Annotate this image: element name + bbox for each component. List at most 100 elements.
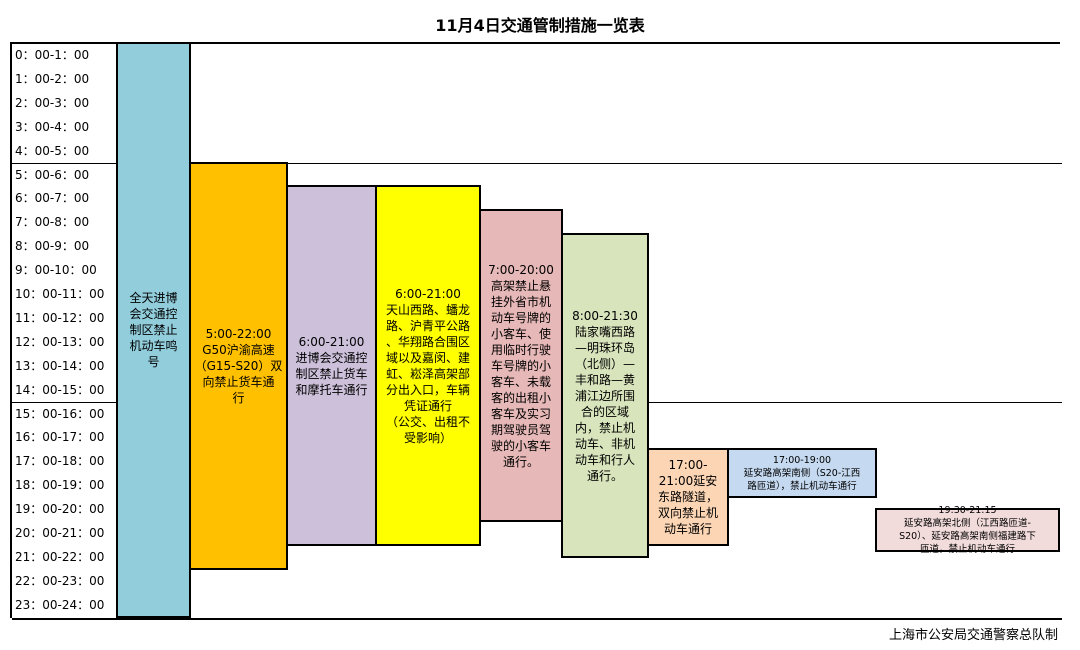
table-cell [877, 259, 1062, 285]
table-cell [877, 211, 1062, 238]
time-slot-label: 19：00-20：00 [12, 498, 120, 524]
table-cell [729, 545, 879, 572]
table-cell [288, 545, 379, 572]
table-cell [563, 593, 651, 620]
control-measure-block: 8:00-21:30 陆家嘴西路 —明珠环岛 （北侧）— 丰和路—黄 浦江边所围… [561, 233, 649, 558]
control-measure-block: 全天进博 会交通控 制区禁止 机动车鸣 号 [116, 42, 191, 618]
table-cell [729, 593, 879, 620]
table-cell [877, 378, 1062, 405]
table-cell [377, 91, 483, 118]
table-cell [649, 569, 731, 596]
table-cell [877, 67, 1062, 94]
table-cell [481, 91, 565, 118]
time-slot-label: 0：00-1：00 [12, 44, 120, 70]
time-slot-label: 8：00-9：00 [12, 235, 120, 262]
table-cell [729, 569, 879, 596]
time-slot-label: 15：00-16：00 [12, 402, 120, 429]
table-cell [649, 139, 731, 166]
table-cell [877, 330, 1062, 357]
table-cell [481, 569, 565, 596]
table-cell [877, 354, 1062, 381]
table-cell [877, 163, 1062, 190]
table-cell [377, 139, 483, 166]
table-cell [877, 44, 1062, 70]
table-cell [729, 139, 879, 166]
table-cell [729, 354, 879, 381]
table-cell [288, 67, 379, 94]
table-cell [288, 91, 379, 118]
time-slot-label: 9：00-10：00 [12, 259, 120, 285]
table-cell [649, 330, 731, 357]
table-cell [481, 545, 565, 572]
table-cell [877, 115, 1062, 142]
table-cell [288, 115, 379, 142]
table-cell [563, 44, 651, 70]
table-cell [877, 306, 1062, 333]
table-cell [877, 283, 1062, 309]
table-cell [481, 522, 565, 548]
table-cell [649, 211, 731, 238]
control-measure-block: 5:00-22:00 G50沪渝高速 （G15-S20）双 向禁止货车通 行 [189, 161, 288, 570]
control-measure-block: 6:00-21:00 天山西路、蟠龙 路、沪青平公路 、华翔路合围区 域以及嘉闵… [375, 185, 481, 546]
table-cell [649, 402, 731, 429]
table-cell [649, 44, 731, 70]
time-slot-label: 10：00-11：00 [12, 283, 120, 309]
table-cell [877, 91, 1062, 118]
table-cell [377, 44, 483, 70]
time-slot-label: 13：00-14：00 [12, 354, 120, 381]
table-cell [649, 306, 731, 333]
table-cell [649, 354, 731, 381]
time-slot-label: 7：00-8：00 [12, 211, 120, 238]
table-cell [563, 569, 651, 596]
table-cell [481, 67, 565, 94]
page-title: 11月4日交通管制措施一览表 [435, 16, 645, 35]
table-cell [729, 67, 879, 94]
time-slot-label: 12：00-13：00 [12, 330, 120, 357]
table-cell [649, 163, 731, 190]
table-cell [191, 91, 290, 118]
table-cell [649, 67, 731, 94]
time-slot-label: 21：00-22：00 [12, 545, 120, 572]
control-measure-block: 19:30-21:15 延安路高架北侧（江西路匝道- S20）、延安路高架南侧福… [875, 505, 1060, 555]
table-cell [481, 163, 565, 190]
table-cell [877, 139, 1062, 166]
table-cell [729, 187, 879, 214]
table-cell [481, 593, 565, 620]
table-cell [191, 569, 290, 596]
table-cell [191, 115, 290, 142]
time-slot-label: 16：00-17：00 [12, 426, 120, 453]
table-cell [649, 235, 731, 262]
time-slot-label: 22：00-23：00 [12, 569, 120, 596]
table-cell [877, 426, 1062, 453]
table-cell [729, 498, 879, 524]
time-slot-label: 17：00-18：00 [12, 450, 120, 477]
table-cell [649, 545, 731, 572]
table-cell [377, 593, 483, 620]
time-slot-label: 5：00-6：00 [12, 163, 120, 190]
table-cell [649, 91, 731, 118]
control-measure-block: 17:00- 21:00延安 东路隧道， 双向禁止机 动车通行 [647, 448, 729, 546]
control-measure-block: 17:00-19:00 延安路高架南侧（S20-江西 路匝道），禁止机动车通行 [727, 448, 877, 499]
table-cell [729, 44, 879, 70]
table-cell [729, 522, 879, 548]
time-slot-label: 20：00-21：00 [12, 522, 120, 548]
time-slot-label: 3：00-4：00 [12, 115, 120, 142]
time-slot-label: 2：00-3：00 [12, 91, 120, 118]
table-cell [563, 67, 651, 94]
table-cell [877, 569, 1062, 596]
table-cell [729, 283, 879, 309]
table-cell [377, 569, 483, 596]
table-cell [649, 283, 731, 309]
time-slot-label: 6：00-7：00 [12, 187, 120, 214]
table-cell [288, 44, 379, 70]
table-cell [563, 163, 651, 190]
table-cell [729, 330, 879, 357]
time-slot-label: 1：00-2：00 [12, 67, 120, 94]
time-slot-label: 14：00-15：00 [12, 378, 120, 405]
table-cell [877, 235, 1062, 262]
table-cell [729, 163, 879, 190]
table-cell [481, 44, 565, 70]
table-cell [191, 67, 290, 94]
table-cell [729, 259, 879, 285]
table-cell [877, 187, 1062, 214]
